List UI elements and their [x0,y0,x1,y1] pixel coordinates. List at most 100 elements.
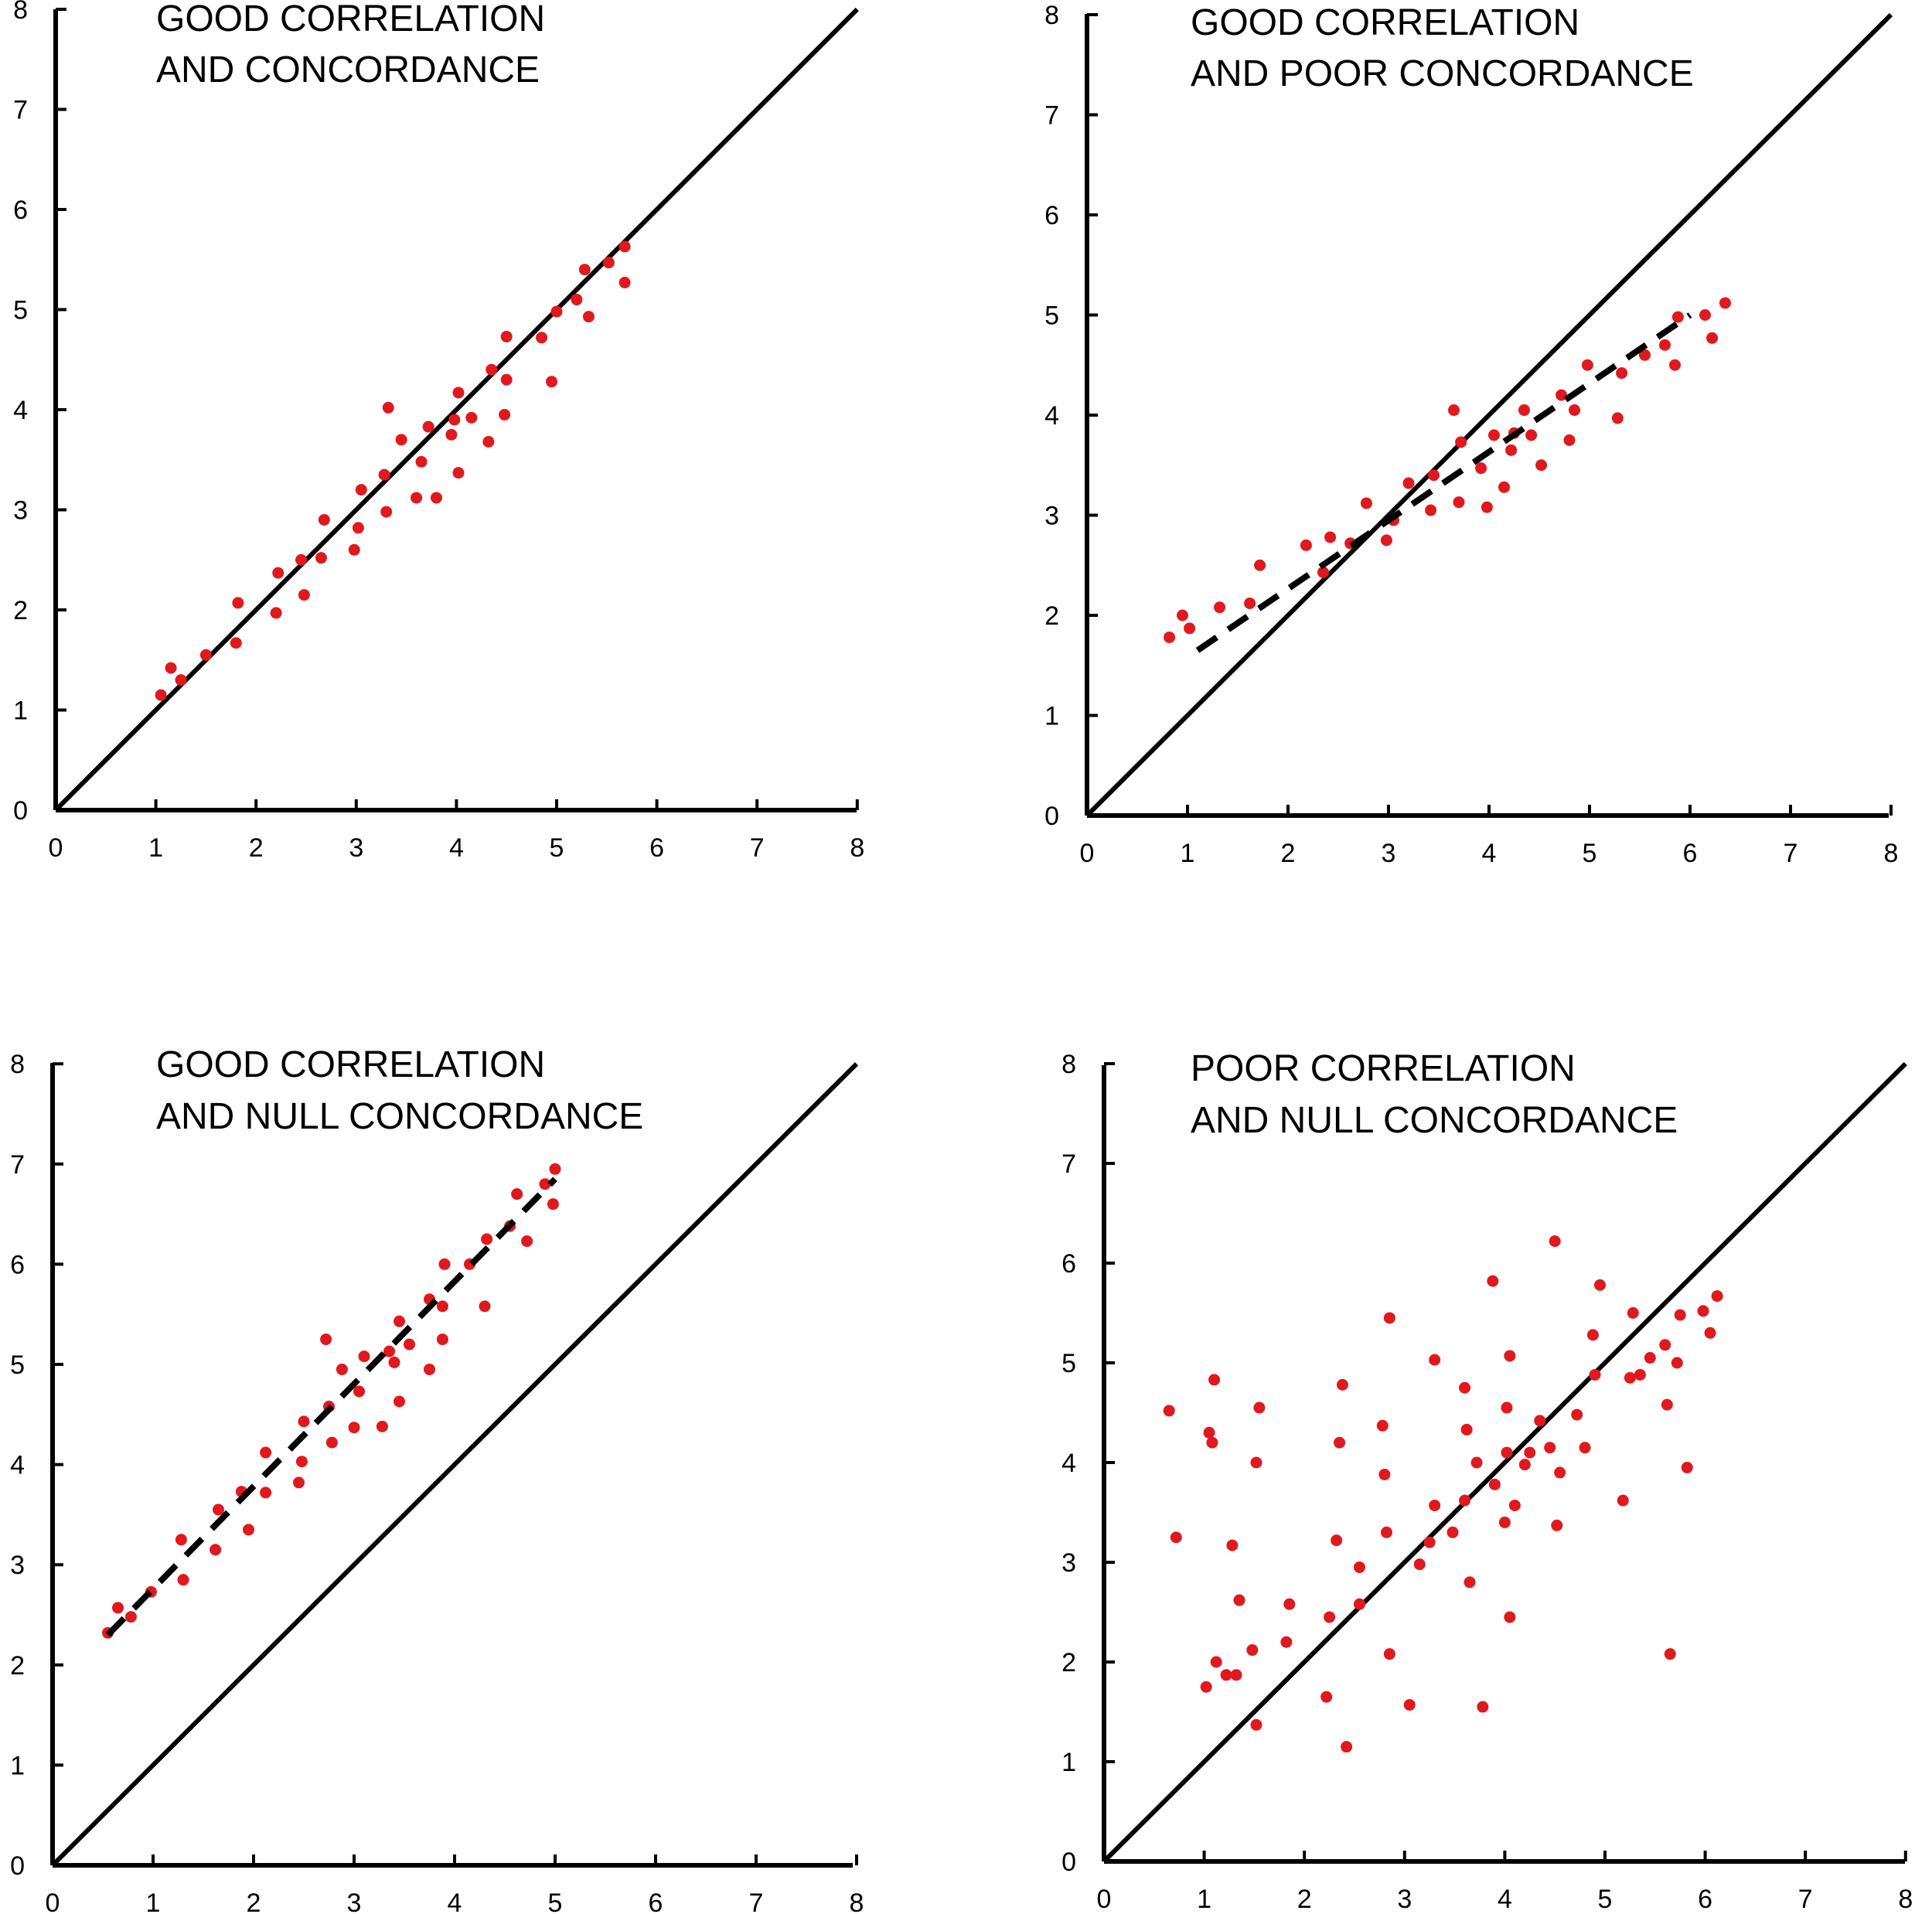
data-point [1413,1558,1426,1571]
data-point [1671,1357,1683,1369]
y-tick-label: 5 [13,296,28,325]
y-tick-label: 6 [13,196,28,225]
data-point [1498,481,1510,493]
y-tick-label: 0 [1044,802,1059,831]
data-point [547,1198,559,1211]
data-point [315,552,327,564]
data-point [348,543,360,556]
data-point [1402,477,1415,489]
data-point [1664,1648,1676,1660]
data-point [1163,1405,1175,1417]
data-point [1594,1279,1607,1291]
x-tick-label: 3 [1382,839,1396,868]
data-point [424,1363,435,1375]
data-point [1230,1669,1242,1681]
data-point [1250,1718,1262,1731]
data-point [521,1235,533,1248]
panel-title-line-1: GOOD CORRELATION [156,1044,545,1085]
identity-line [53,7,859,812]
data-point [1627,1307,1639,1319]
data-point [295,1456,308,1468]
data-point [1586,1329,1599,1341]
x-tick-label: 6 [1698,1885,1712,1914]
data-point [1200,1681,1212,1693]
data-point [124,1611,137,1623]
y-tick-label: 4 [1044,401,1059,431]
data-point [1554,1466,1566,1479]
panel-title-line-1: GOOD CORRELATION [156,0,545,39]
y-tick-label: 0 [13,796,28,826]
data-point [1681,1461,1693,1473]
data-point [602,257,615,269]
data-point [549,1163,561,1175]
data-point [452,387,465,399]
data-point [1524,1446,1536,1459]
data-point [1671,311,1684,323]
data-point [1555,389,1568,401]
y-tick-label: 8 [13,0,28,25]
data-point [355,484,367,496]
x-tick-label: 6 [1683,839,1698,868]
data-point [358,1350,370,1363]
x-tick-label: 7 [1784,839,1798,868]
data-point [1501,1446,1513,1459]
data-point [1525,429,1538,441]
data-point [388,1356,400,1368]
data-point [571,294,583,306]
data-point [1376,1419,1389,1432]
data-point [1589,1368,1601,1381]
data-point [1455,436,1467,448]
data-point [1383,1648,1395,1660]
panel-bottom-left: GOOD CORRELATION AND NULL CONCORDANCE 0 1… [10,1044,864,1914]
data-point [318,513,330,526]
y-tick-label: 0 [1061,1848,1076,1877]
data-point [1699,309,1711,321]
data-point [1534,1415,1546,1427]
x-tick-label: 4 [449,833,464,863]
x-tick-label: 7 [749,1888,764,1914]
data-point [1250,1456,1262,1469]
data-point [1380,1526,1392,1538]
data-point [1571,1408,1583,1421]
data-point [1488,1478,1501,1490]
data-point [1487,1275,1499,1287]
data-point [260,1446,272,1459]
data-point [1170,1531,1182,1544]
data-point [1518,404,1530,417]
data-point [1611,412,1624,424]
data-point [582,311,595,323]
data-point [539,1178,551,1190]
x-tick-label: 8 [1898,1885,1913,1914]
data-point [1697,1305,1709,1317]
x-tick-label: 2 [247,1888,261,1914]
y-tick-label: 2 [13,596,28,625]
data-point [486,363,498,376]
data-point [1324,1611,1336,1623]
data-point [1425,504,1437,516]
y-tick-label: 7 [13,96,28,125]
data-point [394,1395,405,1408]
data-point [1508,1499,1521,1511]
data-point [1563,434,1576,446]
data-point [1504,1350,1516,1362]
x-tick-label: 8 [850,833,864,863]
data-point [1383,1312,1395,1324]
data-point [482,435,495,448]
data-point [415,455,428,468]
data-point [1616,367,1628,380]
data-point [1378,1468,1391,1480]
data-point [1453,496,1465,509]
data-point [1504,1611,1516,1623]
data-point [243,1524,254,1536]
data-point [1617,1494,1629,1507]
y-tick-label: 2 [1044,601,1059,631]
data-point [1624,1371,1636,1384]
x-tick-label: 5 [1583,839,1597,868]
data-point [1659,1339,1671,1351]
data-point [1336,1378,1348,1391]
x-tick-label: 6 [649,833,664,863]
x-tick-label: 2 [1281,839,1296,868]
data-point [1459,1494,1471,1507]
data-point [1214,601,1226,614]
